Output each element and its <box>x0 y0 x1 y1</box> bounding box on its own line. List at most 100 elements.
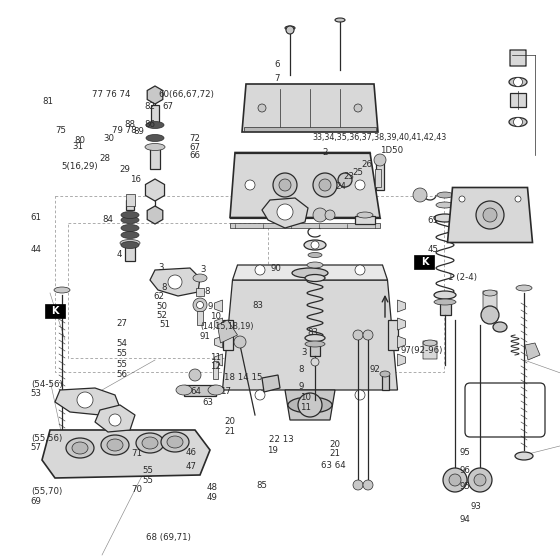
Text: 88: 88 <box>124 120 136 129</box>
Bar <box>376 160 384 190</box>
Text: 89: 89 <box>133 127 144 136</box>
Ellipse shape <box>423 340 437 346</box>
Text: 83: 83 <box>252 301 263 310</box>
Polygon shape <box>214 336 222 348</box>
Text: 81: 81 <box>42 97 53 106</box>
Text: 11: 11 <box>210 353 221 362</box>
Text: 61: 61 <box>427 216 438 225</box>
Text: 8: 8 <box>204 287 210 296</box>
Polygon shape <box>447 188 533 242</box>
Text: 18 14 15: 18 14 15 <box>224 374 263 382</box>
Text: 28: 28 <box>100 154 111 163</box>
Ellipse shape <box>509 118 527 127</box>
Bar <box>244 127 376 131</box>
Ellipse shape <box>493 322 507 332</box>
Text: 6: 6 <box>274 60 280 69</box>
Circle shape <box>279 179 291 191</box>
Text: (55,70): (55,70) <box>31 487 62 496</box>
Text: 55: 55 <box>116 360 128 368</box>
Polygon shape <box>214 300 222 312</box>
Text: 83: 83 <box>307 328 318 337</box>
Circle shape <box>234 336 246 348</box>
Text: 3: 3 <box>158 263 164 272</box>
Text: 55: 55 <box>116 349 128 358</box>
Polygon shape <box>398 336 405 348</box>
Text: 63 64: 63 64 <box>321 461 346 470</box>
Ellipse shape <box>107 439 123 451</box>
Text: 70: 70 <box>132 486 143 494</box>
Text: 80: 80 <box>74 136 85 144</box>
Ellipse shape <box>483 290 497 296</box>
Text: 68 (69,71): 68 (69,71) <box>146 533 190 542</box>
Ellipse shape <box>121 212 139 218</box>
Text: 16: 16 <box>130 175 142 184</box>
Circle shape <box>273 173 297 197</box>
Bar <box>414 255 435 269</box>
Polygon shape <box>214 354 222 366</box>
Text: 21: 21 <box>329 449 340 458</box>
Ellipse shape <box>434 291 456 299</box>
Circle shape <box>374 154 386 166</box>
Text: 30: 30 <box>104 134 115 143</box>
Polygon shape <box>525 343 540 360</box>
Circle shape <box>481 306 499 324</box>
Text: 95: 95 <box>459 482 470 491</box>
Text: 24: 24 <box>335 182 346 191</box>
Text: 3: 3 <box>301 348 307 357</box>
Text: 8: 8 <box>298 365 304 374</box>
Ellipse shape <box>509 77 527 86</box>
Circle shape <box>483 208 497 222</box>
Circle shape <box>474 474 486 486</box>
Circle shape <box>514 77 522 86</box>
Ellipse shape <box>120 240 140 246</box>
Text: 5(16,29): 5(16,29) <box>62 162 98 171</box>
Ellipse shape <box>66 438 94 458</box>
Text: 55: 55 <box>143 476 154 485</box>
Bar <box>222 320 232 350</box>
Text: 86: 86 <box>144 120 156 129</box>
Ellipse shape <box>285 26 295 30</box>
Text: 55: 55 <box>143 466 154 475</box>
Circle shape <box>514 118 522 127</box>
Circle shape <box>168 275 182 289</box>
Bar <box>310 344 320 356</box>
Bar <box>125 194 134 206</box>
Polygon shape <box>230 152 380 217</box>
Polygon shape <box>262 375 280 392</box>
Text: 71: 71 <box>132 449 143 458</box>
Ellipse shape <box>121 225 139 231</box>
Text: 23: 23 <box>343 172 354 181</box>
Circle shape <box>197 301 203 309</box>
Ellipse shape <box>146 122 164 128</box>
Text: 75: 75 <box>55 126 66 135</box>
Text: 94: 94 <box>459 515 470 524</box>
Ellipse shape <box>167 436 183 448</box>
Circle shape <box>255 390 265 400</box>
Circle shape <box>468 468 492 492</box>
Ellipse shape <box>136 433 164 453</box>
Circle shape <box>354 104 362 112</box>
Circle shape <box>255 265 265 275</box>
Circle shape <box>449 474 461 486</box>
Bar <box>510 93 526 107</box>
Polygon shape <box>222 280 398 390</box>
Text: 10: 10 <box>210 312 221 321</box>
Polygon shape <box>262 198 308 228</box>
Polygon shape <box>398 300 405 312</box>
Circle shape <box>245 180 255 190</box>
Text: 96: 96 <box>459 466 470 475</box>
Ellipse shape <box>515 452 533 460</box>
Circle shape <box>353 330 363 340</box>
Circle shape <box>413 188 427 202</box>
Text: 47: 47 <box>186 462 197 471</box>
Circle shape <box>363 480 373 490</box>
Bar <box>440 301 450 315</box>
Text: 20: 20 <box>224 417 235 426</box>
Text: 52: 52 <box>157 311 168 320</box>
Ellipse shape <box>54 287 70 293</box>
Ellipse shape <box>208 385 224 395</box>
Ellipse shape <box>176 385 192 395</box>
Ellipse shape <box>357 212 373 218</box>
Polygon shape <box>42 430 210 478</box>
Ellipse shape <box>436 202 454 208</box>
